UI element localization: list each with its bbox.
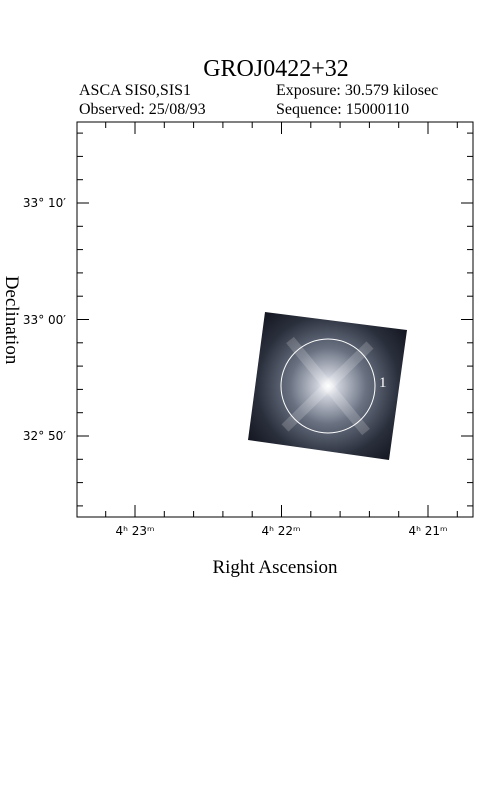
y-tick-label: 33° 00′: [23, 313, 66, 327]
x-axis-label: Right Ascension: [212, 557, 338, 578]
instrument: ASCA SIS0,SIS1: [79, 82, 191, 99]
y-tick-label: 32° 50′: [23, 429, 66, 443]
ticks: [77, 122, 473, 517]
x-tick-label: 4ʰ 21ᵐ: [408, 524, 447, 538]
observed: Observed: 25/08/93: [79, 101, 206, 118]
y-axis-label: Declination: [1, 276, 22, 365]
sky-image: [248, 312, 407, 460]
y-tick-label: 33° 10′: [23, 196, 66, 210]
sequence: Sequence: 15000110: [276, 101, 409, 118]
x-tick-label: 4ʰ 22ᵐ: [261, 524, 300, 538]
title: GROJ0422+32: [203, 56, 349, 82]
source-region: [280, 338, 376, 434]
source-label: 1: [379, 375, 387, 391]
exposure: Exposure: 30.579 kilosec: [276, 82, 438, 99]
x-tick-label: 4ʰ 23ᵐ: [115, 524, 154, 538]
image-spikes: [281, 336, 374, 436]
